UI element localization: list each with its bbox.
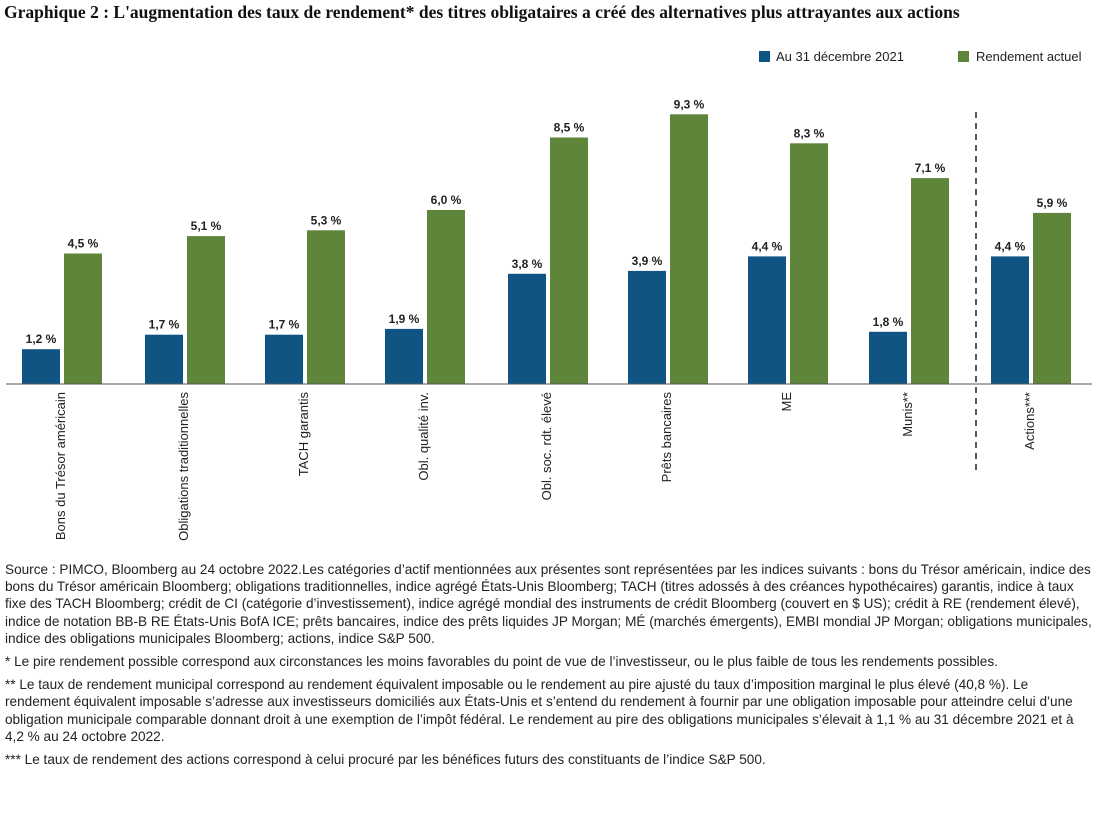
category-label-5: Prêts bancaires [659, 392, 674, 483]
bar-value-label-series-1-8: 4,4 % [995, 239, 1026, 253]
bar-value-label-series-2-8: 5,9 % [1037, 196, 1068, 210]
bar-value-label-series-2-4: 8,5 % [554, 121, 585, 135]
category-label-1: Obligations traditionnelles [176, 392, 191, 541]
bar-value-labels: 1,2 % 4,5 % 1,7 % 5,1 % 1,7 % 5,3 % 1,9 % 6,0 %… [26, 97, 1068, 346]
bars [22, 114, 1071, 385]
bar-value-label-series-2-0: 4,5 % [68, 237, 99, 251]
chart-title: Graphique 2 : L'augmentation des taux de… [4, 2, 960, 22]
category-label-4: Obl. soc. rdt. élevé [539, 392, 554, 500]
bar-series-2-0 [64, 253, 102, 384]
legend: Au 31 décembre 2021 Rendement actuel [759, 49, 1082, 64]
bar-series-2-3 [427, 210, 465, 384]
bar-series-1-6 [748, 256, 786, 384]
bar-series-2-1 [187, 236, 225, 384]
footnote-1: * Le pire rendement possible correspond … [5, 654, 998, 670]
category-label-2: TACH garantis [296, 392, 311, 477]
bar-series-1-0 [22, 349, 60, 384]
bar-value-label-series-2-3: 6,0 % [431, 193, 462, 207]
legend-label-series-1: Au 31 décembre 2021 [776, 49, 904, 64]
bar-series-2-7 [911, 178, 949, 384]
bar-series-2-4 [550, 137, 588, 384]
bar-value-label-series-2-5: 9,3 % [674, 97, 705, 111]
bar-value-label-series-1-3: 1,9 % [389, 312, 420, 326]
bar-series-2-2 [307, 230, 345, 384]
bar-value-label-series-1-5: 3,9 % [632, 254, 663, 268]
legend-label-series-2: Rendement actuel [976, 49, 1082, 64]
category-label-0: Bons du Trésor américain [53, 392, 68, 540]
bar-series-2-5 [670, 114, 708, 385]
category-label-3: Obl. qualité inv. [416, 392, 431, 481]
bar-value-label-series-1-1: 1,7 % [149, 318, 180, 332]
bar-series-2-8 [1033, 212, 1071, 384]
source-note: Source : PIMCO, Bloomberg au 24 octobre … [5, 562, 1092, 646]
bar-series-1-1 [145, 334, 183, 384]
category-label-8: Actions*** [1022, 392, 1037, 450]
category-labels: Bons du Trésor américain Obligations trad… [53, 392, 1037, 541]
bar-series-1-8 [991, 256, 1029, 384]
bar-value-label-series-2-1: 5,1 % [191, 219, 222, 233]
bar-value-label-series-1-6: 4,4 % [752, 239, 783, 253]
bar-series-1-5 [628, 270, 666, 384]
footnotes: Source : PIMCO, Bloomberg au 24 octobre … [5, 561, 1093, 774]
footnote-3: *** Le taux de rendement des actions cor… [5, 752, 766, 768]
bar-value-label-series-1-2: 1,7 % [269, 318, 300, 332]
bar-series-1-2 [265, 334, 303, 384]
bar-series-1-7 [869, 331, 907, 384]
bar-value-label-series-1-7: 1,8 % [873, 315, 904, 329]
bar-value-label-series-1-4: 3,8 % [512, 257, 543, 271]
bar-value-label-series-1-0: 1,2 % [26, 332, 57, 346]
bar-value-label-series-2-6: 8,3 % [794, 126, 825, 140]
category-label-7: Munis** [900, 392, 915, 437]
footnote-2: ** Le taux de rendement municipal corres… [5, 677, 1074, 744]
bar-chart: Au 31 décembre 2021 Rendement actuel 1,2… [6, 49, 1092, 541]
legend-swatch-series-1 [759, 51, 770, 62]
category-label-6: ME [779, 392, 794, 412]
legend-swatch-series-2 [958, 51, 969, 62]
bar-value-label-series-2-7: 7,1 % [915, 161, 946, 175]
bar-series-2-6 [790, 143, 828, 384]
bar-series-1-4 [508, 273, 546, 384]
bar-series-1-3 [385, 328, 423, 384]
bar-value-label-series-2-2: 5,3 % [311, 213, 342, 227]
